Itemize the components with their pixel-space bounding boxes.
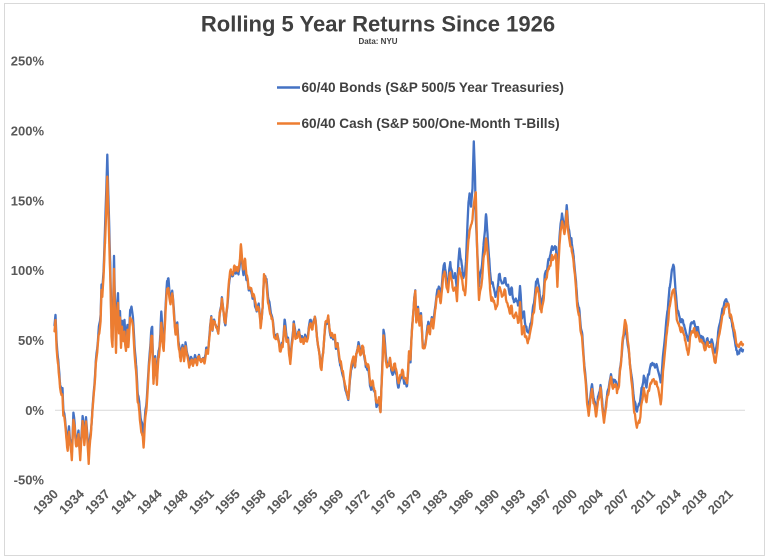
svg-text:-50%: -50%: [14, 473, 45, 488]
svg-text:0%: 0%: [25, 403, 44, 418]
svg-text:250%: 250%: [11, 54, 45, 69]
svg-text:50%: 50%: [18, 333, 44, 348]
svg-text:60/40 Bonds (S&P 500/5 Year Tr: 60/40 Bonds (S&P 500/5 Year Treasuries): [302, 80, 564, 95]
svg-text:Data: NYU: Data: NYU: [358, 37, 397, 46]
svg-text:200%: 200%: [11, 123, 45, 138]
svg-text:Rolling 5 Year Returns Since 1: Rolling 5 Year Returns Since 1926: [201, 12, 555, 37]
svg-text:150%: 150%: [11, 193, 45, 208]
svg-text:100%: 100%: [11, 263, 45, 278]
svg-text:60/40 Cash (S&P 500/One-Month: 60/40 Cash (S&P 500/One-Month T-Bills): [302, 116, 560, 131]
